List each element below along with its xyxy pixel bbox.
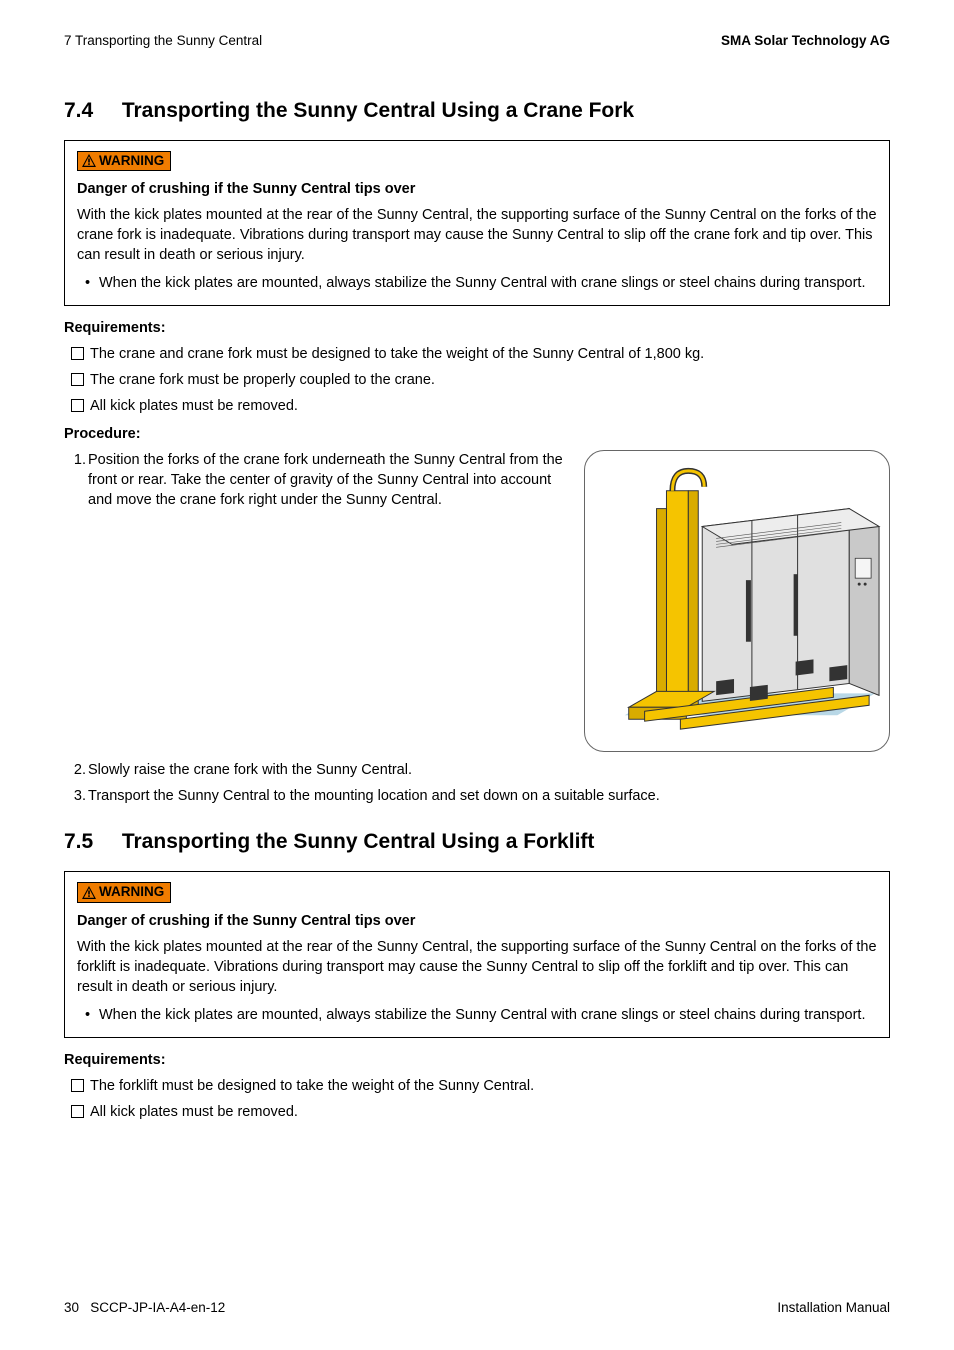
warning-box: WARNING Danger of crushing if the Sunny … — [64, 871, 890, 1038]
crane-fork-figure — [584, 450, 890, 752]
page-header: 7 Transporting the Sunny Central SMA Sol… — [64, 32, 890, 51]
procedure-step: 2.Slowly raise the crane fork with the S… — [88, 760, 890, 780]
warning-triangle-icon — [82, 154, 96, 167]
requirements-list: The forklift must be designed to take th… — [64, 1076, 890, 1122]
section-heading-7-4: 7.4 Transporting the Sunny Central Using… — [64, 97, 890, 126]
procedure-step: 1.Position the forks of the crane fork u… — [88, 450, 566, 510]
warning-bullet: When the kick plates are mounted, always… — [99, 1005, 877, 1025]
warning-badge: WARNING — [77, 151, 171, 172]
procedure-list: 1.Position the forks of the crane fork u… — [64, 450, 566, 516]
warning-heading: Danger of crushing if the Sunny Central … — [77, 911, 877, 931]
warning-heading: Danger of crushing if the Sunny Central … — [77, 179, 877, 199]
manual-type: Installation Manual — [777, 1299, 890, 1318]
requirements-title: Requirements: — [64, 318, 890, 338]
warning-badge-text: WARNING — [99, 152, 164, 171]
requirement-item: The crane and crane fork must be designe… — [90, 344, 890, 364]
procedure-list-cont: 2.Slowly raise the crane fork with the S… — [64, 760, 890, 806]
procedure-step: 3.Transport the Sunny Central to the mou… — [88, 786, 890, 806]
warning-body: With the kick plates mounted at the rear… — [77, 205, 877, 265]
header-company: SMA Solar Technology AG — [721, 32, 890, 51]
warning-box: WARNING Danger of crushing if the Sunny … — [64, 140, 890, 307]
warning-bullets: When the kick plates are mounted, always… — [77, 1005, 877, 1025]
page-footer: 30 SCCP-JP-IA-A4-en-12 Installation Manu… — [64, 1299, 890, 1318]
section-number: 7.4 — [64, 97, 116, 126]
requirement-item: All kick plates must be removed. — [90, 1102, 890, 1122]
warning-bullets: When the kick plates are mounted, always… — [77, 273, 877, 293]
section-title: Transporting the Sunny Central Using a F… — [122, 830, 595, 853]
requirement-item: The crane fork must be properly coupled … — [90, 370, 890, 390]
procedure-row: 1.Position the forks of the crane fork u… — [64, 450, 890, 752]
warning-badge: WARNING — [77, 882, 171, 903]
section-heading-7-5: 7.5 Transporting the Sunny Central Using… — [64, 828, 890, 857]
doc-id: SCCP-JP-IA-A4-en-12 — [90, 1299, 225, 1318]
procedure-title: Procedure: — [64, 424, 890, 444]
warning-bullet: When the kick plates are mounted, always… — [99, 273, 877, 293]
header-section: 7 Transporting the Sunny Central — [64, 32, 262, 51]
warning-body: With the kick plates mounted at the rear… — [77, 937, 877, 997]
warning-badge-text: WARNING — [99, 883, 164, 902]
section-number: 7.5 — [64, 828, 116, 857]
section-title: Transporting the Sunny Central Using a C… — [122, 99, 634, 122]
requirements-list: The crane and crane fork must be designe… — [64, 344, 890, 416]
requirement-item: All kick plates must be removed. — [90, 396, 890, 416]
warning-triangle-icon — [82, 886, 96, 899]
requirement-item: The forklift must be designed to take th… — [90, 1076, 890, 1096]
requirements-title: Requirements: — [64, 1050, 890, 1070]
